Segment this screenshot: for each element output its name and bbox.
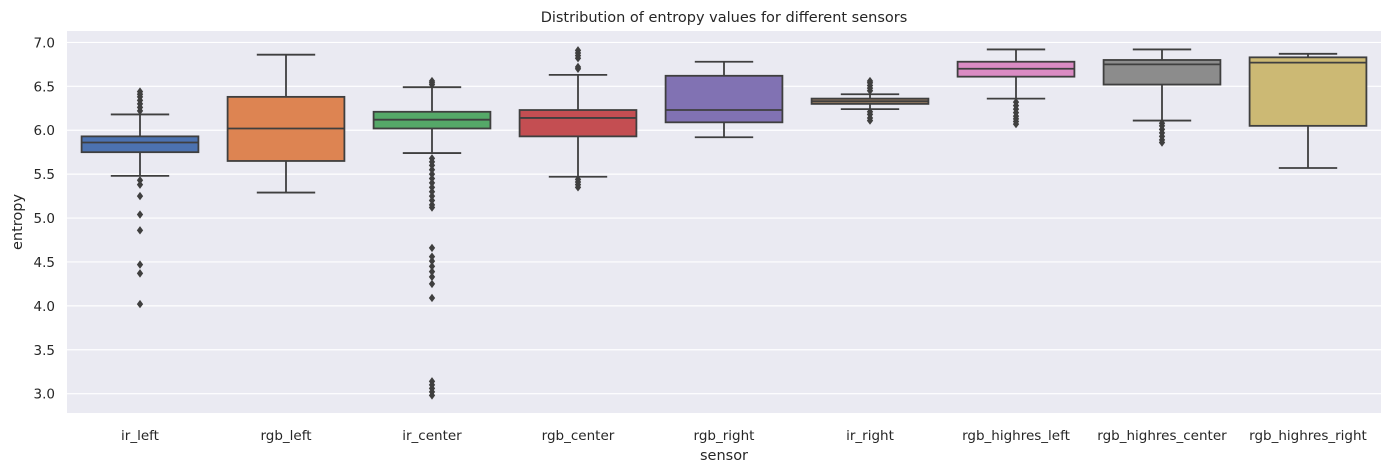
x-tick-label: rgb_center [542,428,615,444]
outlier-point [428,243,436,253]
outlier-point [428,165,436,174]
x-axis-ticks: ir_left rgb_left ir_center rgb_center rgb_ri… [121,428,1367,444]
y-axis-ticks: 3.0 3.5 4.0 4.5 5.0 5.5 6.0 6.5 7.0 [34,35,55,402]
y-tick-label: 6.5 [34,79,55,95]
box-rgb_right [664,60,784,139]
outlier-point [428,391,436,400]
y-tick-label: 4.5 [34,255,55,271]
outlier-point [1012,119,1020,129]
outlier-point [136,226,144,235]
outlier-point [428,262,436,271]
x-tick-label: rgb_highres_right [1249,428,1367,444]
outlier-point [428,187,436,196]
outlier-point [428,267,436,276]
y-tick-label: 6.0 [34,123,55,139]
outlier-point [428,196,436,205]
y-tick-label: 5.5 [34,167,55,183]
box-rgb_left [226,53,346,194]
outlier-point [428,252,436,261]
x-tick-label: rgb_left [260,428,311,444]
outlier-point [428,279,436,289]
box-ir_right [810,76,930,125]
boxes-layer [80,46,1368,400]
box-iqr [80,135,200,154]
outlier-point [428,161,436,170]
outlier-point [428,178,436,188]
outlier-point [866,76,874,86]
x-tick-label: ir_left [121,428,159,444]
box-iqr [664,74,784,124]
x-tick-label: rgb_highres_center [1097,428,1227,444]
outlier-point [428,183,436,192]
x-axis-label: sensor [700,448,748,464]
y-tick-label: 5.0 [34,211,55,227]
box-ir_center [372,76,492,400]
outlier-point [136,191,144,201]
y-axis-label: entropy [10,194,26,251]
outlier-point [136,269,144,278]
outlier-point [136,299,144,309]
y-tick-label: 3.0 [34,387,55,403]
box-ir_left [80,87,200,309]
outlier-point [428,203,436,212]
outlier-point [574,62,582,72]
x-tick-label: ir_right [846,428,894,444]
box-iqr [1248,56,1368,127]
outlier-point [136,210,144,219]
outlier-point [136,260,144,269]
box-rgb_center [518,46,638,192]
box-iqr [518,109,638,138]
outlier-point [574,46,582,55]
outlier-point [428,76,436,86]
y-tick-label: 7.0 [34,35,55,51]
outlier-point [428,169,436,179]
outlier-point [428,256,436,266]
y-tick-label: 4.0 [34,299,55,315]
outlier-point [136,176,144,185]
box-rgb_highres_left [956,48,1076,129]
box-rgb_highres_center [1102,48,1222,147]
chart-title: Distribution of entropy values for diffe… [541,10,908,26]
outlier-point [136,87,144,96]
box-rgb_highres_right [1248,52,1368,169]
y-tick-label: 3.5 [34,343,55,359]
outlier-point [428,174,436,183]
outlier-point [1158,138,1166,147]
x-tick-label: rgb_highres_left [962,428,1070,444]
x-tick-label: ir_center [402,428,462,444]
outlier-point [428,191,436,201]
outlier-point [574,183,582,192]
outlier-point [428,293,436,303]
outlier-point [428,272,436,282]
outlier-point [136,180,144,189]
x-tick-label: rgb_right [694,428,755,444]
outlier-point [866,116,874,125]
